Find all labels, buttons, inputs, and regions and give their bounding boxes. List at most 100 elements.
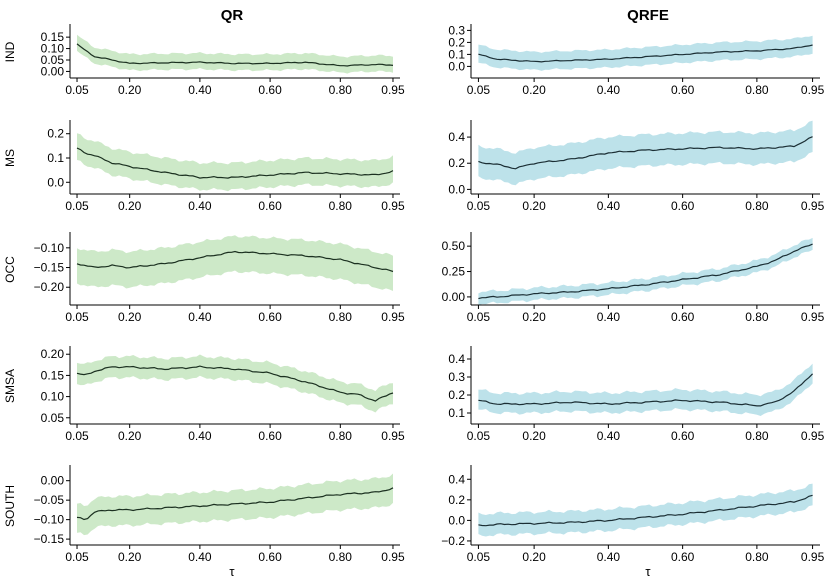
y-tick-label: −0.15: [34, 532, 65, 546]
x-tick-label: 0.40: [597, 83, 621, 97]
y-tick-label: 0.10: [41, 390, 65, 404]
panel-smsa-qrfe: 0.05 0.20 0.40 0.60 0.80 0.95 0.1 0.2 0.3 0.4: [448, 346, 825, 443]
confidence-band: [478, 35, 813, 71]
x-tick-label: 0.80: [745, 550, 769, 564]
estimate-line: [478, 136, 813, 170]
x-tick-label: 0.95: [801, 550, 825, 564]
x-tick-label: 0.05: [65, 550, 89, 564]
x-tick-label: 0.80: [329, 199, 353, 213]
panel-ms-qr: 0.05 0.20 0.40 0.60 0.80 0.95 0.0 0.1 0.2 MS: [3, 120, 405, 213]
y-tick-label: 0.1: [448, 406, 465, 420]
x-tick-label: 0.05: [467, 199, 491, 213]
panel-occ-qr: 0.05 0.20 0.40 0.60 0.80 0.95 −0.10 −0.15 −0.20 O…: [3, 232, 405, 324]
panel-smsa-qr: 0.05 0.20 0.40 0.60 0.80 0.95 0.05 0.10 0.15 0.20…: [3, 346, 405, 443]
y-tick-label: 0.25: [442, 265, 466, 279]
y-tick-label: 0.20: [41, 347, 65, 361]
x-tick-label: 0.05: [467, 429, 491, 443]
x-axis-label-right: τ: [645, 564, 651, 579]
estimate-line: [478, 243, 813, 300]
x-tick-label: 0.05: [65, 83, 89, 97]
y-tick-label: −0.05: [34, 493, 65, 507]
x-tick-label: 0.80: [745, 310, 769, 324]
y-tick-label: 0.2: [448, 493, 465, 507]
x-tick-label: 0.80: [745, 199, 769, 213]
x-tick-label: 0.80: [745, 429, 769, 443]
x-tick-label: 0.05: [467, 310, 491, 324]
confidence-band: [478, 120, 813, 186]
y-tick-label: 0.00: [41, 474, 65, 488]
y-tick-label: 0.00: [442, 290, 466, 304]
x-tick-label: 0.20: [118, 429, 142, 443]
y-axis-title: SOUTH: [3, 485, 17, 527]
y-tick-label: 0.0: [448, 513, 465, 527]
confidence-band: [77, 133, 393, 192]
panel-south-qrfe: 0.05 0.20 0.40 0.60 0.80 0.95 −0.2 0.0 0.2 0.4: [441, 465, 825, 564]
x-tick-label: 0.80: [745, 83, 769, 97]
x-tick-label: 0.40: [597, 429, 621, 443]
x-tick-label: 0.95: [381, 550, 405, 564]
x-tick-label: 0.80: [329, 429, 353, 443]
x-axis-label-left: τ: [229, 564, 235, 579]
x-tick-label: 0.80: [329, 83, 353, 97]
x-tick-label: 0.40: [188, 429, 212, 443]
y-tick-label: 0.50: [442, 239, 466, 253]
x-tick-label: 0.05: [65, 429, 89, 443]
y-tick-label: 0.0: [47, 175, 64, 189]
x-tick-label: 0.40: [188, 310, 212, 324]
y-tick-label: 0.3: [448, 370, 465, 384]
x-tick-label: 0.60: [671, 199, 695, 213]
panel-ind-qrfe: 0.05 0.20 0.40 0.60 0.80 0.95 0.00.10.20.3: [448, 23, 824, 97]
x-tick-label: 0.95: [381, 310, 405, 324]
y-tick-label: 0.1: [47, 151, 64, 165]
y-tick-label: 0.10: [41, 42, 65, 56]
x-tick-label: 0.20: [522, 429, 546, 443]
x-tick-label: 0.95: [381, 429, 405, 443]
x-tick-label: 0.95: [801, 199, 825, 213]
x-tick-label: 0.80: [329, 310, 353, 324]
x-tick-label: 0.05: [467, 550, 491, 564]
x-tick-label: 0.95: [801, 83, 825, 97]
y-tick-label: 0.00: [41, 64, 65, 78]
x-tick-label: 0.40: [188, 83, 212, 97]
y-tick-label: −0.2: [441, 534, 465, 548]
x-tick-label: 0.05: [65, 310, 89, 324]
x-tick-label: 0.60: [258, 550, 282, 564]
estimate-line: [478, 373, 814, 407]
x-tick-label: 0.20: [118, 199, 142, 213]
y-tick-label: 0.15: [41, 368, 65, 382]
x-tick-label: 0.60: [671, 550, 695, 564]
estimate-line: [76, 147, 394, 179]
x-tick-label: 0.60: [258, 429, 282, 443]
estimate-line: [76, 365, 394, 402]
x-tick-label: 0.05: [467, 83, 491, 97]
x-tick-label: 0.95: [801, 429, 825, 443]
x-tick-label: 0.20: [118, 83, 142, 97]
estimate-line: [76, 43, 394, 67]
y-tick-label: 0.3: [448, 23, 465, 37]
y-tick-label: 0.4: [448, 352, 465, 366]
panel-occ-qrfe: 0.05 0.20 0.40 0.60 0.80 0.95 0.00 0.25 0.50: [442, 232, 825, 324]
y-tick-label: 0.4: [448, 130, 465, 144]
column-title-qrfe: QRFE: [627, 7, 669, 24]
panel-south-qr: 0.05 0.20 0.40 0.60 0.80 0.95 0.00 −0.05 −0.10 −0…: [3, 465, 405, 564]
x-tick-label: 0.20: [118, 310, 142, 324]
y-axis-title: SMSA: [3, 369, 17, 403]
y-tick-label: −0.20: [34, 280, 65, 294]
x-tick-label: 0.60: [258, 83, 282, 97]
x-tick-label: 0.40: [597, 310, 621, 324]
panel-ind-qr: 0.05 0.20 0.40 0.60 0.80 0.950.000.050.100.15…: [3, 24, 405, 97]
y-tick-label: 0.1: [448, 47, 465, 61]
y-tick-label: 0.0: [448, 182, 465, 196]
x-tick-label: 0.20: [522, 310, 546, 324]
x-tick-label: 0.40: [188, 550, 212, 564]
x-tick-label: 0.05: [65, 199, 89, 213]
y-tick-label: 0.2: [448, 388, 465, 402]
x-tick-label: 0.40: [597, 199, 621, 213]
confidence-band: [77, 235, 393, 291]
confidence-band: [478, 363, 813, 416]
x-tick-label: 0.20: [522, 83, 546, 97]
estimate-line: [478, 44, 813, 63]
confidence-band: [478, 237, 813, 306]
y-tick-label: 0.2: [448, 35, 465, 49]
